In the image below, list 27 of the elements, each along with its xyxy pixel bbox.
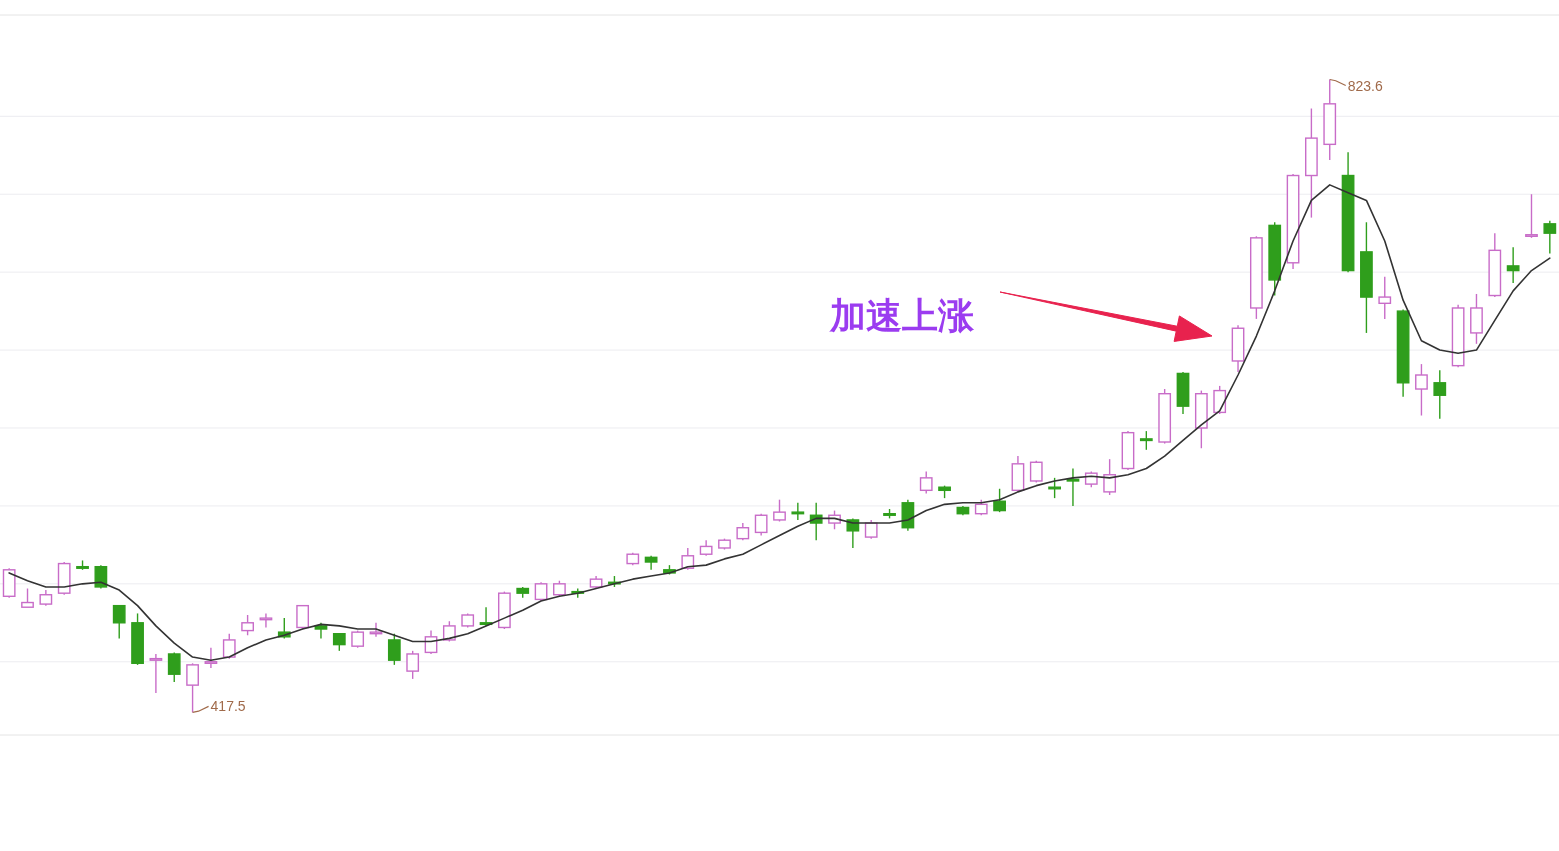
candlestick <box>1506 246 1520 284</box>
candlestick <box>94 564 108 590</box>
candlestick <box>754 513 768 537</box>
annotation: 823.6 <box>1347 77 1383 94</box>
candlestick <box>1451 304 1465 368</box>
annotation: 加速上涨 <box>829 295 975 336</box>
candlestick <box>1176 371 1190 415</box>
candlestick <box>259 612 273 629</box>
candlestick <box>149 653 163 694</box>
candlestick <box>1360 221 1373 334</box>
annotation: 417.5 <box>210 698 246 715</box>
candlestick <box>1488 232 1502 298</box>
candlestick <box>736 522 750 541</box>
candlestick <box>1066 467 1080 507</box>
candlestick <box>1305 107 1318 219</box>
candlestick <box>369 622 383 638</box>
candlestick <box>699 539 713 557</box>
candlestick <box>57 561 71 596</box>
candlestick <box>1543 220 1557 255</box>
candlestick <box>791 502 805 521</box>
candlestick <box>2 567 16 599</box>
candlestick <box>644 555 658 571</box>
candlestick <box>1341 151 1355 273</box>
candlestick <box>1121 430 1135 471</box>
candlestick <box>204 647 218 669</box>
candlestick <box>1231 324 1245 373</box>
candlestick <box>39 589 53 607</box>
